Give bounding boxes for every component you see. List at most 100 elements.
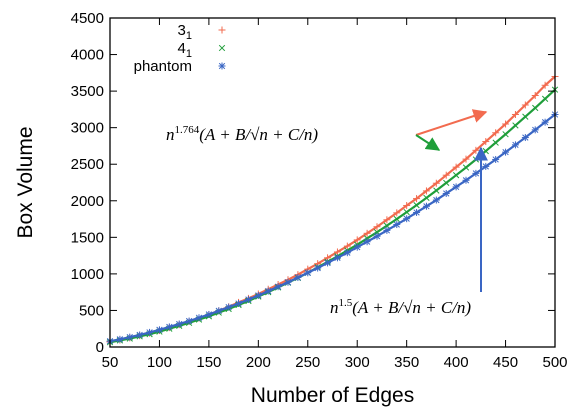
data-point-phantom <box>373 232 381 240</box>
annotation-fit-15-base: n <box>330 298 339 317</box>
data-point-phantom <box>205 310 213 318</box>
legend-label-phantom: phantom <box>134 58 192 75</box>
data-point-4-1 <box>443 179 450 187</box>
data-point-phantom <box>146 328 154 336</box>
y-axis-title: Box Volume <box>14 126 37 238</box>
annotation-fit-1764-base: n <box>166 125 175 144</box>
y-tick-label: 3500 <box>71 83 104 100</box>
data-point-phantom <box>531 126 539 134</box>
x-tick-label: 150 <box>196 354 221 371</box>
data-point-phantom <box>432 196 440 204</box>
annotation-fit-1764-arrow-green <box>415 134 441 151</box>
data-point-3-1 <box>363 229 371 237</box>
data-point-phantom <box>333 254 341 262</box>
data-point-phantom <box>116 335 124 343</box>
data-point-phantom <box>195 314 203 322</box>
data-point-3-1 <box>432 179 440 187</box>
data-point-phantom <box>324 259 332 267</box>
series-layer <box>106 72 559 346</box>
annotation-fit-1764-arrow-red <box>415 109 488 136</box>
data-point-3-1 <box>403 202 411 210</box>
x-tick-label: 200 <box>246 354 271 371</box>
data-point-3-1 <box>413 195 421 203</box>
data-point-phantom <box>136 331 144 339</box>
data-point-4-1 <box>383 222 391 229</box>
data-point-3-1 <box>462 155 470 163</box>
annotation-fit-1764: n1.764(A + B/√n + C/n) <box>166 109 488 151</box>
data-point-phantom <box>244 295 252 303</box>
y-tick-label: 3000 <box>71 120 104 137</box>
data-point-3-1 <box>502 120 510 128</box>
data-point-3-1 <box>353 236 361 244</box>
data-point-phantom <box>294 274 302 282</box>
data-point-phantom <box>472 169 480 177</box>
data-point-4-1 <box>413 202 420 209</box>
annotation-fit-15-text: n1.5(A + B/√n + C/n) <box>330 297 471 317</box>
data-point-3-1 <box>521 101 529 109</box>
data-point-4-1 <box>512 122 519 129</box>
data-point-3-1 <box>393 209 401 217</box>
data-point-3-1 <box>343 242 351 250</box>
data-point-4-1 <box>492 139 499 146</box>
data-point-phantom <box>502 148 510 156</box>
data-point-3-1 <box>541 81 549 89</box>
data-point-4-1 <box>532 104 539 112</box>
data-point-4-1 <box>472 156 480 163</box>
legend-label-4-1: 41 <box>178 40 192 60</box>
annotation-fit-1764-body: (A + B/√n + C/n) <box>199 125 318 144</box>
data-point-phantom <box>393 221 401 229</box>
data-point-4-1 <box>393 215 400 223</box>
data-point-4-1 <box>403 208 410 216</box>
data-point-phantom <box>442 189 450 197</box>
y-tick-label: 1500 <box>71 229 104 246</box>
y-tick-label: 0 <box>96 339 104 356</box>
data-point-phantom <box>403 215 411 223</box>
data-point-phantom <box>511 141 519 149</box>
data-point-phantom <box>363 238 371 246</box>
data-point-4-1 <box>423 194 430 202</box>
data-point-phantom <box>215 307 223 315</box>
data-point-phantom <box>235 299 243 307</box>
data-point-phantom <box>353 243 361 251</box>
data-point-phantom <box>165 323 173 331</box>
legend-marker-phantom <box>218 62 226 70</box>
x-tick-label: 50 <box>102 354 119 371</box>
y-tick-label: 4500 <box>71 10 104 27</box>
data-point-phantom <box>225 303 233 311</box>
data-point-4-1 <box>462 164 470 171</box>
annotation-fit-1764-exponent: 1.764 <box>175 124 200 136</box>
data-point-3-1 <box>482 138 490 146</box>
x-tick-label: 450 <box>493 354 518 371</box>
x-tick-label: 500 <box>542 354 567 371</box>
annotation-fit-15: n1.5(A + B/√n + C/n) <box>330 146 488 317</box>
data-point-3-1 <box>511 111 519 119</box>
legend-marker-3-1 <box>218 26 226 34</box>
legend-label-3-1: 31 <box>178 22 192 42</box>
data-point-phantom <box>521 134 529 142</box>
data-point-3-1 <box>531 91 539 99</box>
x-tick-label: 100 <box>147 354 172 371</box>
data-point-phantom <box>126 333 134 341</box>
data-point-4-1 <box>502 131 509 138</box>
data-point-3-1 <box>373 223 381 231</box>
data-point-phantom <box>284 278 292 286</box>
data-point-phantom <box>185 317 193 325</box>
data-point-3-1 <box>452 163 460 171</box>
data-point-4-1 <box>541 95 549 102</box>
plot-frame <box>109 17 556 348</box>
ticks-layer: 50 100 150 200 250 300 350 400 450 500 0 500 1000 150… <box>71 10 568 371</box>
data-point-phantom <box>413 208 421 216</box>
y-tick-label: 2500 <box>71 156 104 173</box>
data-point-3-1 <box>422 187 430 195</box>
x-tick-label: 400 <box>444 354 469 371</box>
data-point-4-1 <box>522 113 529 120</box>
x-tick-label: 250 <box>295 354 320 371</box>
data-point-phantom <box>274 283 282 291</box>
data-point-3-1 <box>333 248 341 256</box>
data-point-3-1 <box>383 216 391 224</box>
data-point-phantom <box>264 287 272 295</box>
data-point-4-1 <box>433 187 440 194</box>
data-point-phantom <box>175 320 183 328</box>
